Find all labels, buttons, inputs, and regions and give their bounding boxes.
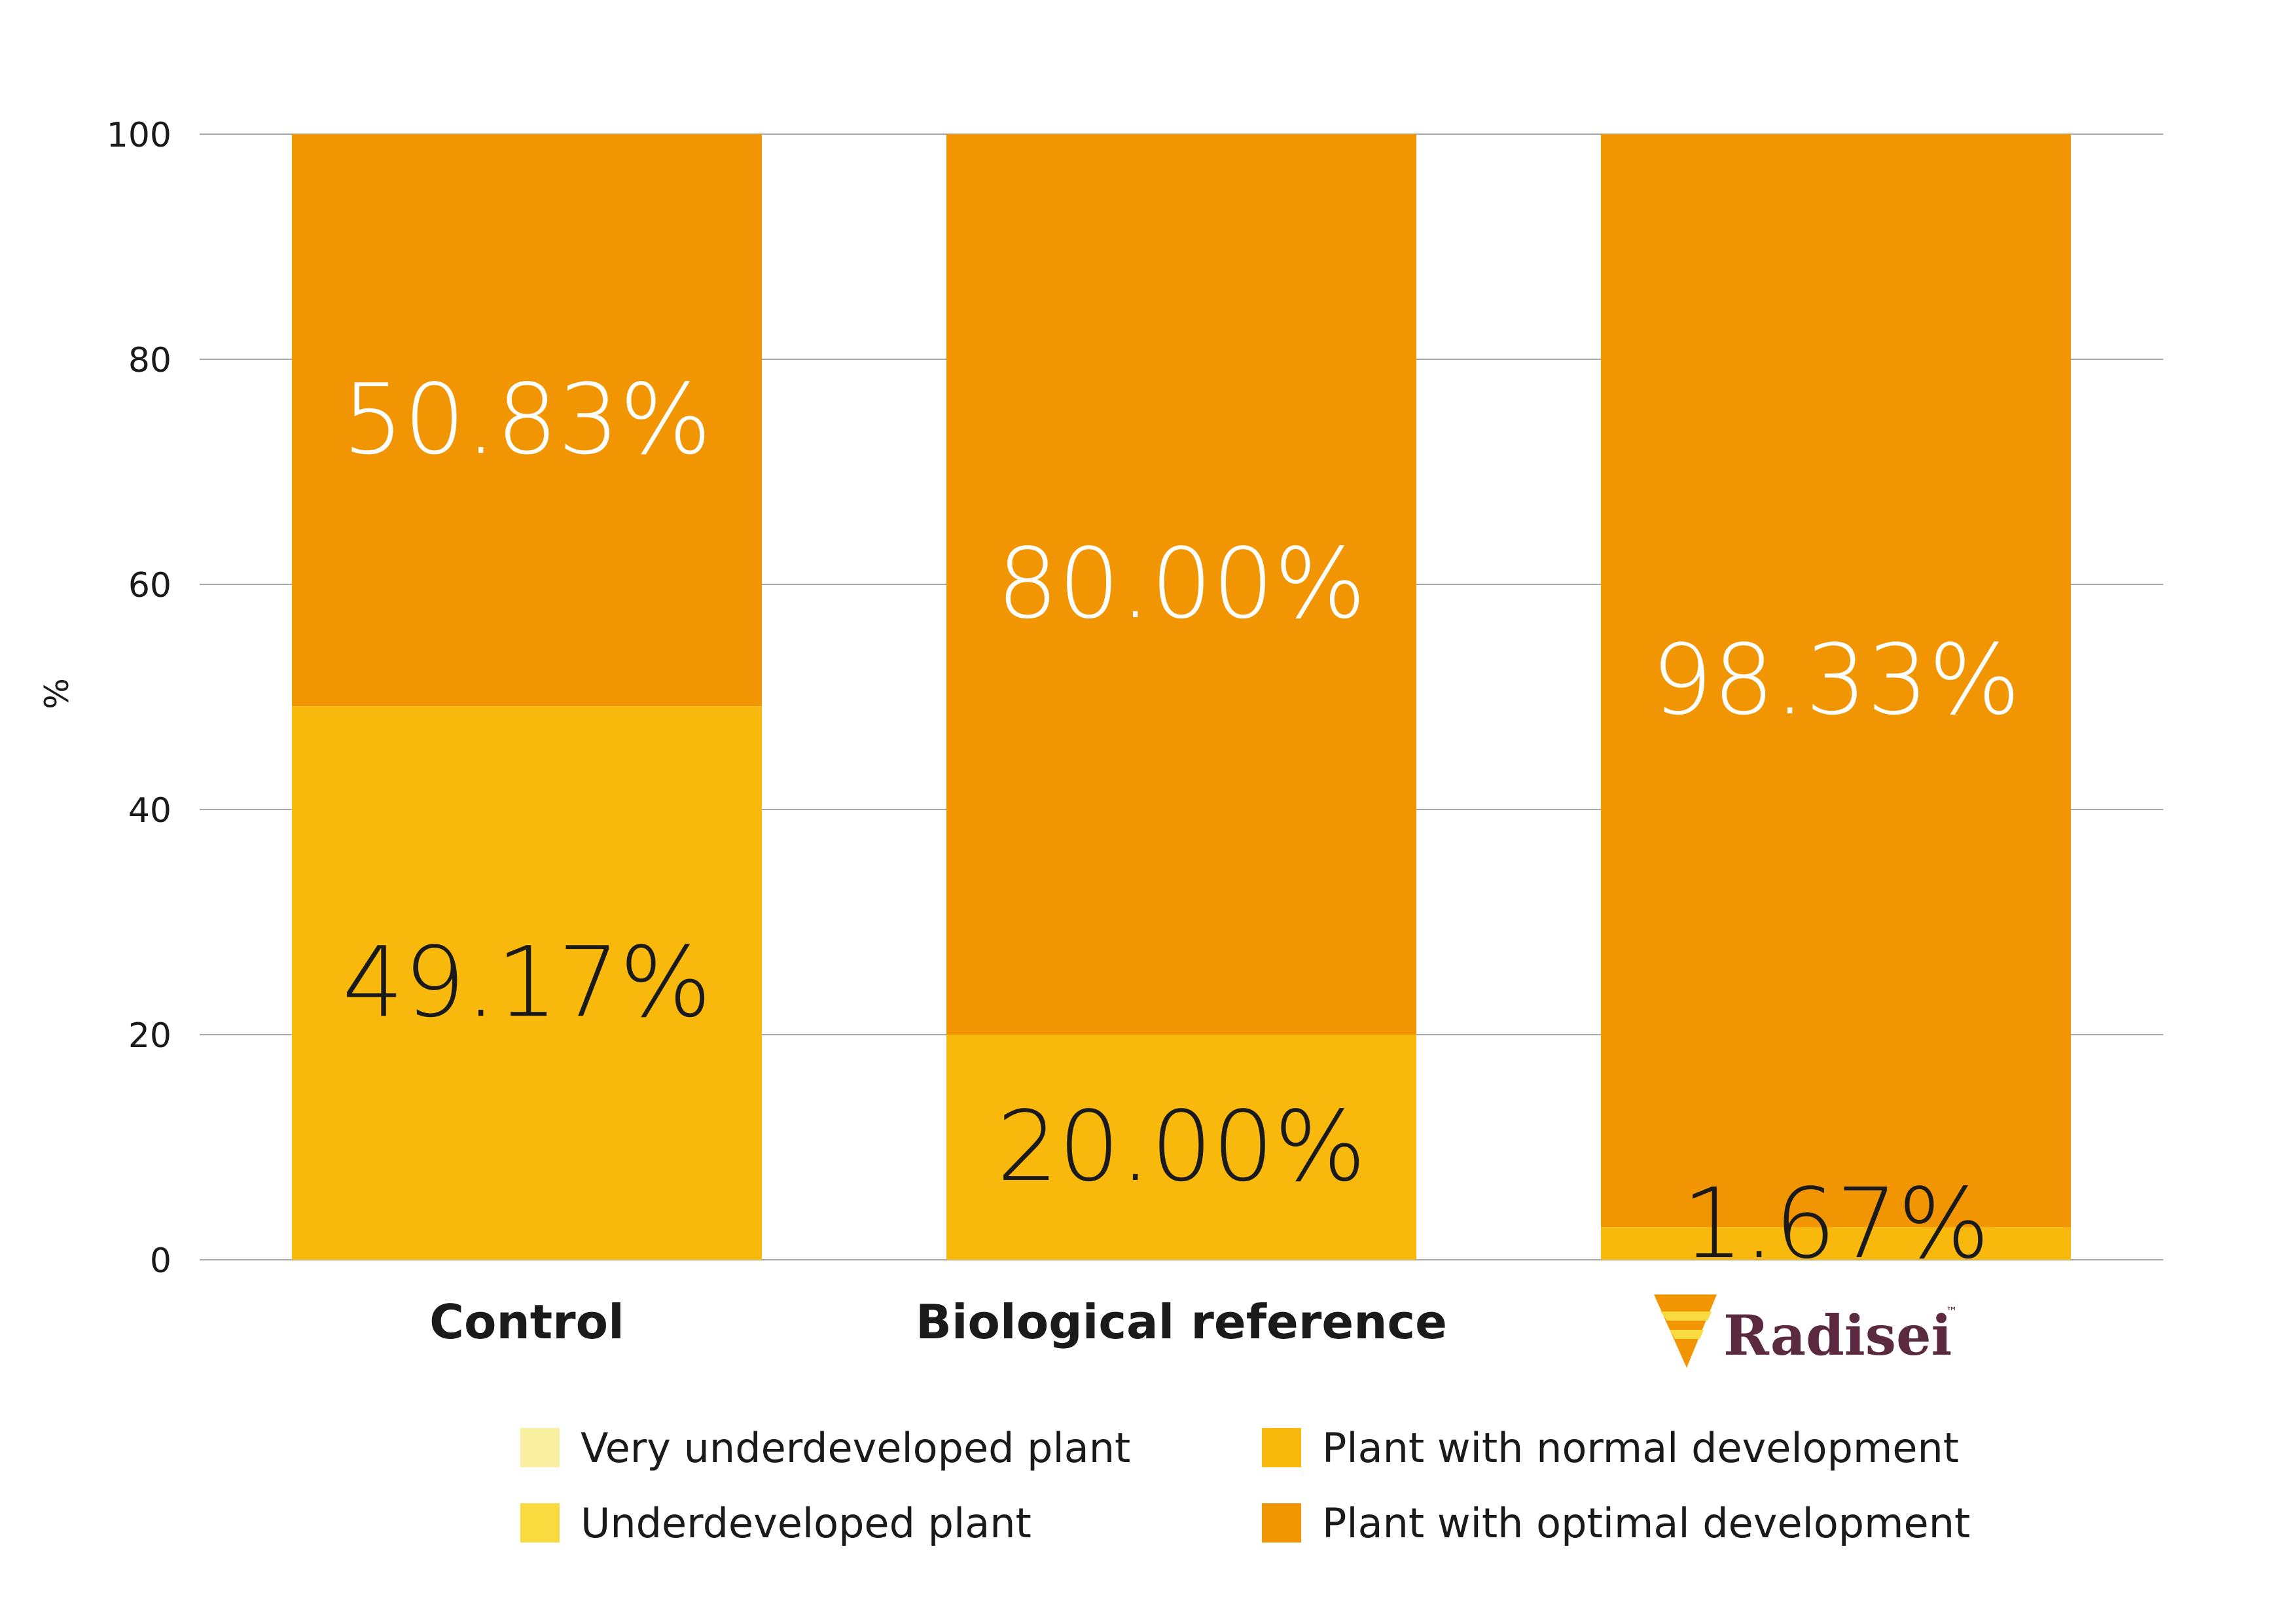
legend-swatch-2 <box>1262 1428 1301 1467</box>
legend-item-1: Underdeveloped plant <box>520 1499 1031 1547</box>
legend-label-3: Plant with optimal development <box>1322 1499 1970 1547</box>
legend-swatch-3 <box>1262 1503 1301 1543</box>
bar-segment-0-3 <box>292 134 762 707</box>
bar-segment-2-3 <box>1601 134 2071 1228</box>
data-labels: 49.17% 50.83% 20.00% 80.00% 1.67% 98.33% <box>342 363 2020 1280</box>
legend: Very underdeveloped plant Underdeveloped … <box>520 1424 1970 1547</box>
data-label-2-2: 1.67% <box>1682 1168 1990 1280</box>
data-label-1-3: 80.00% <box>997 527 1366 640</box>
legend-item-0: Very underdeveloped plant <box>520 1424 1130 1472</box>
brand-name: Radisei <box>1723 1303 1952 1368</box>
y-tick-label-0: 0 <box>150 1241 171 1281</box>
bar-segment-0-2 <box>292 706 762 1260</box>
legend-swatch-1 <box>520 1503 560 1543</box>
bars <box>292 134 2071 1260</box>
bar-segment-1-2 <box>946 1035 1416 1260</box>
legend-item-2: Plant with normal development <box>1262 1424 1959 1472</box>
y-axis-label: % <box>38 678 76 709</box>
data-label-1-2: 20.00% <box>997 1090 1366 1203</box>
legend-label-2: Plant with normal development <box>1322 1424 1959 1472</box>
data-label-0-3: 50.83% <box>342 363 711 476</box>
category-label-0: Control <box>429 1294 624 1349</box>
y-tick-label-60: 60 <box>128 566 171 605</box>
category-label-1: Biological reference <box>916 1294 1447 1349</box>
legend-item-3: Plant with optimal development <box>1262 1499 1970 1547</box>
bar-segment-2-2 <box>1601 1227 2071 1260</box>
legend-swatch-0 <box>520 1428 560 1467</box>
y-tick-label-40: 40 <box>128 791 171 830</box>
bar-segment-1-3 <box>946 134 1416 1035</box>
y-tick-label-20: 20 <box>128 1016 171 1056</box>
y-axis-ticks: 0 20 40 60 80 100 <box>107 116 171 1281</box>
y-tick-label-100: 100 <box>107 116 171 155</box>
y-tick-label-80: 80 <box>128 341 171 380</box>
radisei-logo-icon <box>1654 1294 1717 1368</box>
data-label-0-2: 49.17% <box>342 926 711 1039</box>
legend-label-0: Very underdeveloped plant <box>581 1424 1130 1472</box>
data-label-2-3: 98.33% <box>1651 624 2020 736</box>
legend-label-1: Underdeveloped plant <box>581 1499 1031 1547</box>
brand-trademark: ™ <box>1946 1305 1958 1319</box>
